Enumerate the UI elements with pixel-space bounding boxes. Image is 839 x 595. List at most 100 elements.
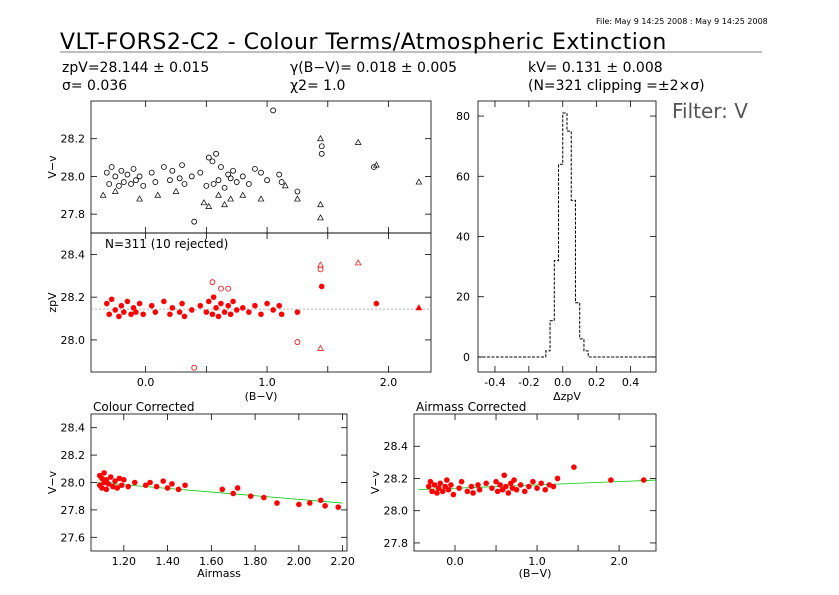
data-point bbox=[435, 485, 442, 491]
data-point bbox=[517, 482, 524, 488]
data-point bbox=[161, 298, 167, 305]
data-point bbox=[164, 485, 171, 491]
data-point bbox=[264, 177, 270, 184]
data-point bbox=[215, 177, 222, 184]
data-point bbox=[239, 305, 246, 311]
airmass-corrected-x-label: (B−V) bbox=[519, 567, 552, 580]
data-point bbox=[116, 182, 122, 189]
data-point bbox=[218, 285, 224, 292]
x-tick-label: 1.0 bbox=[258, 376, 276, 389]
data-point bbox=[148, 169, 155, 176]
data-point bbox=[318, 143, 325, 150]
data-point bbox=[125, 483, 131, 490]
data-point bbox=[317, 266, 324, 273]
stat-clipping: (N=321 clipping =±2×σ) bbox=[528, 78, 705, 94]
data-point bbox=[450, 491, 457, 498]
data-point-triangle bbox=[415, 178, 423, 185]
x-tick-label: 1.0 bbox=[528, 555, 546, 568]
data-point bbox=[458, 478, 465, 485]
data-point bbox=[112, 478, 118, 484]
data-point bbox=[147, 479, 153, 486]
colour-corrected-y-label: V−v bbox=[46, 470, 59, 494]
data-point bbox=[118, 167, 125, 174]
data-point bbox=[152, 179, 159, 185]
data-point bbox=[464, 488, 471, 495]
data-point bbox=[252, 302, 258, 309]
data-point bbox=[431, 482, 438, 488]
data-point bbox=[209, 311, 216, 318]
y-tick-label: 28.2 bbox=[61, 133, 86, 146]
x-tick-label: 0.0 bbox=[137, 376, 155, 389]
data-point-triangle bbox=[317, 214, 324, 221]
data-point bbox=[103, 486, 110, 493]
data-point bbox=[247, 493, 254, 500]
data-point bbox=[258, 169, 264, 176]
data-point bbox=[513, 486, 520, 493]
file-timestamp: File: May 9 14:25 2008 : May 9 14:25 200… bbox=[596, 17, 768, 26]
data-point-triangle bbox=[415, 304, 423, 311]
data-point bbox=[136, 173, 143, 180]
data-point bbox=[106, 181, 113, 187]
data-point bbox=[534, 485, 540, 491]
data-point bbox=[445, 486, 452, 493]
zp-frame bbox=[90, 232, 432, 373]
raw-y-label: V−v bbox=[46, 155, 59, 179]
data-point bbox=[278, 311, 285, 318]
data-point bbox=[296, 501, 302, 508]
data-point bbox=[294, 309, 301, 315]
raw-frame bbox=[90, 100, 432, 234]
colour-corrected-title: Colour Corrected bbox=[93, 400, 195, 414]
data-point bbox=[107, 474, 114, 480]
data-point bbox=[130, 305, 137, 311]
data-point bbox=[499, 486, 506, 493]
data-point bbox=[203, 182, 210, 189]
x-tick-label: 1.40 bbox=[155, 555, 180, 568]
data-point bbox=[105, 481, 112, 487]
data-point-triangle bbox=[215, 191, 222, 198]
data-point bbox=[317, 497, 324, 504]
data-point-triangle bbox=[239, 191, 247, 198]
data-point bbox=[197, 302, 204, 309]
airmass-corrected-panel bbox=[413, 413, 657, 552]
data-point bbox=[429, 488, 435, 495]
data-point bbox=[169, 305, 176, 311]
data-point-triangle bbox=[227, 195, 235, 202]
data-point bbox=[261, 494, 267, 501]
data-point bbox=[130, 165, 137, 172]
x-tick-label: 2.00 bbox=[287, 555, 312, 568]
data-point bbox=[128, 181, 134, 187]
data-point bbox=[140, 182, 147, 189]
data-point bbox=[503, 483, 509, 490]
data-point bbox=[497, 482, 503, 488]
data-point bbox=[176, 175, 183, 182]
data-point bbox=[511, 477, 517, 483]
data-point bbox=[434, 490, 440, 496]
data-point bbox=[608, 477, 614, 483]
data-point bbox=[209, 279, 216, 286]
data-point bbox=[181, 181, 188, 187]
data-point-triangle bbox=[205, 202, 213, 209]
data-point bbox=[468, 483, 475, 490]
data-point bbox=[230, 490, 237, 497]
y-tick-label: 27.8 bbox=[61, 504, 86, 517]
data-point bbox=[160, 164, 167, 170]
data-point-triangle bbox=[354, 138, 362, 145]
data-point bbox=[276, 302, 283, 309]
data-point bbox=[114, 485, 121, 491]
data-point bbox=[448, 482, 454, 488]
data-point bbox=[205, 154, 212, 161]
data-point bbox=[507, 480, 514, 487]
data-point bbox=[470, 490, 476, 496]
data-point bbox=[554, 475, 561, 482]
y-tick-label: 40 bbox=[456, 231, 470, 244]
x-tick-label: 1.80 bbox=[243, 555, 268, 568]
data-point bbox=[167, 311, 173, 318]
data-point bbox=[169, 481, 175, 487]
data-point bbox=[160, 478, 167, 484]
x-tick-label: 2.0 bbox=[610, 555, 628, 568]
data-point bbox=[219, 486, 226, 493]
data-point-triangle bbox=[99, 191, 107, 198]
data-point bbox=[276, 171, 283, 178]
data-point bbox=[274, 500, 280, 506]
